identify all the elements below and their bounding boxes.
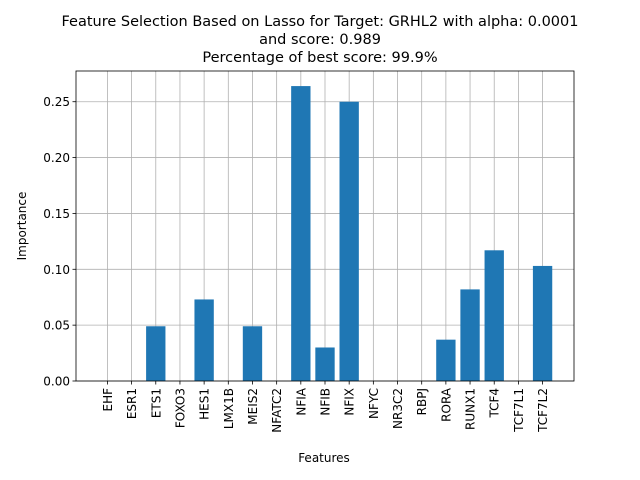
x-tick-label: NFIB (319, 388, 333, 416)
y-tick-label: 0.20 (43, 151, 70, 165)
bar (436, 339, 456, 381)
x-tick-label: MEIS2 (246, 388, 260, 425)
bar (315, 347, 335, 381)
x-tick-label: ETS1 (149, 388, 163, 418)
chart-title-line-3: Percentage of best score: 99.9% (202, 50, 437, 66)
y-axis-ticks: 0.00 0.05 0.10 0.15 0.20 0.25 (43, 95, 76, 389)
x-tick-label: FOXO3 (173, 388, 187, 428)
y-tick-label: 0.25 (43, 95, 70, 109)
x-tick-label: RORA (439, 387, 453, 422)
chart-title-line-2: and score: 0.989 (259, 32, 381, 48)
bar (194, 299, 214, 381)
bar (532, 265, 553, 381)
x-tick-label: RUNX1 (464, 388, 478, 430)
x-tick-label: TCF7L2 (536, 388, 550, 433)
x-axis-ticks: EHF ESR1 ETS1 FOXO3 HES1 LMX1B MEIS2 NFATC2 NFIA… (101, 381, 550, 433)
y-tick-label: 0.15 (43, 207, 70, 221)
x-tick-label: ESR1 (125, 388, 139, 419)
x-tick-label: NFYC (367, 388, 381, 419)
x-tick-label: HES1 (198, 388, 212, 420)
bar-layer (146, 86, 553, 382)
x-tick-label: NR3C2 (391, 388, 405, 429)
x-tick-label: NFATC2 (270, 388, 284, 433)
bar (484, 250, 504, 381)
y-tick-label: 0.00 (43, 375, 70, 389)
bar (146, 326, 166, 381)
x-axis-label: Features (298, 451, 350, 465)
bar (242, 326, 263, 381)
x-tick-label: LMX1B (222, 388, 236, 429)
y-axis-label: Importance (15, 192, 29, 261)
x-tick-label: TCF4 (488, 388, 502, 419)
y-tick-label: 0.10 (43, 263, 70, 277)
bar (339, 101, 359, 382)
x-tick-label: TCF7L1 (512, 388, 526, 433)
x-tick-label: RBPJ (415, 388, 429, 415)
bar (460, 289, 480, 381)
y-tick-label: 0.05 (43, 319, 70, 333)
chart-title: Feature Selection Based on Lasso for Tar… (61, 14, 578, 66)
bar (291, 86, 311, 381)
x-tick-label: NFIA (294, 387, 308, 415)
x-tick-label: EHF (101, 388, 115, 412)
chart-title-line-1: Feature Selection Based on Lasso for Tar… (61, 14, 578, 30)
x-tick-label: NFIX (343, 388, 357, 416)
